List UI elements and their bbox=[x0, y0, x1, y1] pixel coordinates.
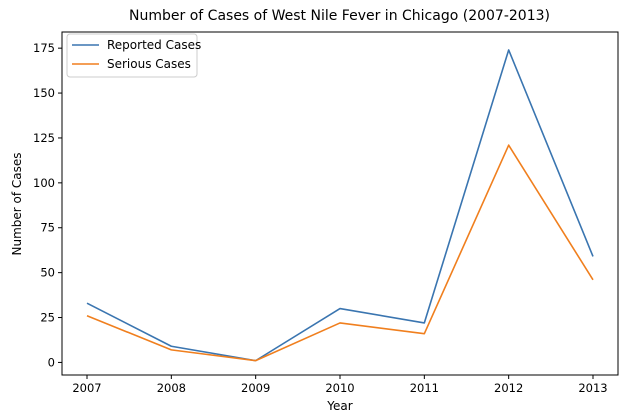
series-lines bbox=[86, 49, 594, 362]
y-tick-label: 150 bbox=[33, 86, 55, 100]
y-tick-label: 175 bbox=[33, 41, 55, 55]
x-axis-label: Year bbox=[326, 399, 352, 413]
x-tick-label: 2009 bbox=[241, 381, 270, 395]
series-line-reported-cases bbox=[86, 49, 594, 362]
y-tick-label: 25 bbox=[40, 311, 55, 325]
chart-title: Number of Cases of West Nile Fever in Ch… bbox=[129, 8, 550, 24]
x-axis: 2007 2008 2009 2010 2011 2012 2013 bbox=[72, 375, 608, 395]
y-tick-label: 50 bbox=[40, 266, 55, 280]
legend-label: Reported Cases bbox=[107, 38, 201, 52]
legend-label: Serious Cases bbox=[107, 57, 191, 71]
y-tick-label: 75 bbox=[40, 221, 55, 235]
x-tick-label: 2013 bbox=[578, 381, 607, 395]
legend: Reported Cases Serious Cases bbox=[66, 33, 201, 78]
y-tick-label: 100 bbox=[33, 176, 55, 190]
x-tick-label: 2011 bbox=[410, 381, 439, 395]
y-tick-label: 0 bbox=[48, 355, 55, 369]
series-line-serious-cases bbox=[86, 144, 594, 362]
x-tick-label: 2010 bbox=[325, 381, 354, 395]
x-tick-label: 2007 bbox=[72, 381, 101, 395]
x-tick-label: 2008 bbox=[157, 381, 186, 395]
y-tick-label: 125 bbox=[33, 131, 55, 145]
legend-box bbox=[66, 33, 198, 78]
y-axis-label: Number of Cases bbox=[10, 152, 24, 255]
x-tick-label: 2012 bbox=[494, 381, 523, 395]
y-axis: 0 25 50 75 100 125 150 175 bbox=[33, 41, 62, 369]
